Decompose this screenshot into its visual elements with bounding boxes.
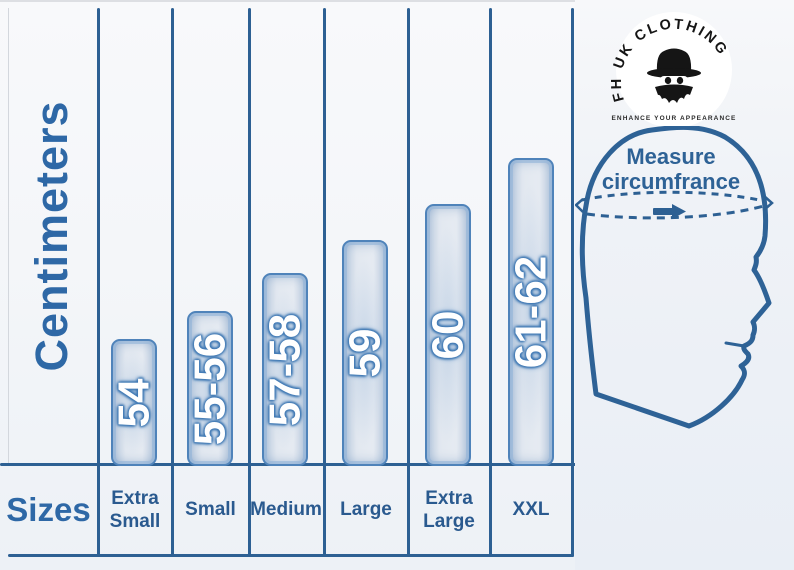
size-label-extra-small: Extra Small bbox=[109, 487, 161, 532]
column-divider bbox=[97, 8, 100, 557]
mouth-line bbox=[724, 341, 746, 348]
size-label-xxl: XXL bbox=[512, 499, 550, 521]
column-divider bbox=[571, 8, 574, 557]
size-label-extra-large: Extra Large bbox=[423, 487, 475, 532]
size-bar-extra-small: 54 bbox=[109, 339, 159, 466]
sizes-header: Sizes bbox=[6, 491, 91, 528]
photo-edge-line bbox=[8, 8, 9, 464]
column-divider bbox=[248, 8, 251, 557]
size-label-medium: Medium bbox=[250, 499, 322, 521]
brand-logo: FH UK CLOTHING ENHANCE YOUR APPEARANCE bbox=[609, 12, 737, 128]
column-divider bbox=[407, 8, 410, 557]
table-bottom-line bbox=[8, 554, 574, 557]
band-left-arrowhead bbox=[575, 198, 584, 213]
dashed-measure-band bbox=[575, 190, 774, 220]
size-label-large: Large bbox=[340, 499, 392, 521]
bar-value: 55-56 bbox=[185, 332, 235, 445]
column-divider bbox=[171, 8, 174, 557]
measure-caption-line2: circumfrance bbox=[602, 169, 740, 194]
band-right-arrowhead bbox=[763, 195, 774, 211]
column-divider bbox=[323, 8, 326, 557]
size-bar-small: 55-56 bbox=[185, 311, 235, 466]
bandit-icon bbox=[647, 48, 701, 103]
head-outline-figure: Measure circumfrance bbox=[575, 126, 774, 429]
y-axis-label: Centimeters bbox=[26, 100, 77, 372]
size-bar-large: 59 bbox=[340, 240, 390, 466]
bar-value: 60 bbox=[423, 310, 473, 360]
bar-chart-area: Centimeters 54 55-56 57-58 59 60 61-62 S… bbox=[0, 8, 578, 557]
column-divider bbox=[489, 8, 492, 557]
size-bar-medium: 57-58 bbox=[260, 273, 310, 466]
bar-value: 61-62 bbox=[506, 255, 556, 369]
size-label-small: Small bbox=[185, 499, 236, 521]
bar-value: 59 bbox=[340, 328, 390, 378]
measure-caption-line1: Measure bbox=[626, 144, 715, 169]
bar-value: 54 bbox=[109, 378, 159, 427]
logo-tagline: ENHANCE YOUR APPEARANCE bbox=[612, 115, 737, 122]
size-bar-extra-large: 60 bbox=[423, 204, 473, 466]
size-bar-xxl: 61-62 bbox=[506, 158, 556, 466]
bar-value: 57-58 bbox=[260, 313, 310, 426]
measure-guide-panel: FH UK CLOTHING ENHANCE YOUR APPEARANCE bbox=[575, 0, 794, 570]
measure-arrow-icon bbox=[653, 204, 686, 219]
